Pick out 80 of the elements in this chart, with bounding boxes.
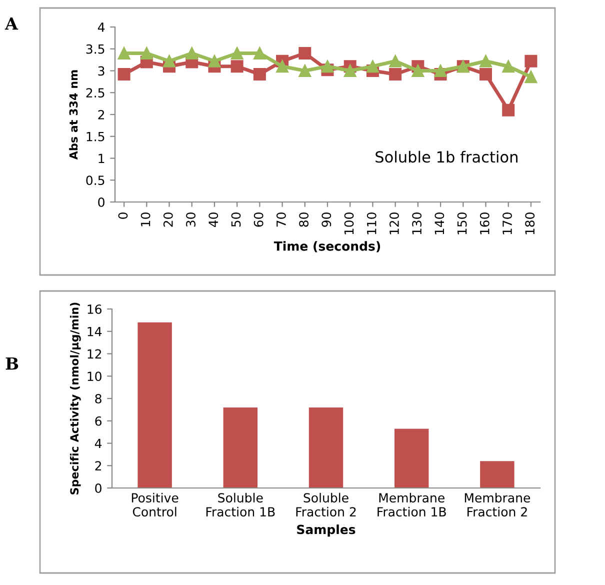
x-tick-label: Positive Control (132, 492, 178, 517)
point (524, 70, 538, 84)
y-tick-label: 8 (95, 394, 102, 404)
y-tick-label: 14 (88, 327, 102, 336)
point (253, 68, 266, 80)
y-tick-label: 16 (88, 304, 102, 314)
point (479, 68, 492, 80)
bar (223, 407, 258, 488)
point (230, 60, 244, 73)
bar (394, 428, 429, 488)
y-tick-label: 12 (88, 349, 102, 358)
y-tick-label: 4 (98, 22, 105, 32)
point (434, 64, 447, 77)
y-tick-label: 2 (98, 110, 104, 120)
x-tick-label: 90 (322, 212, 332, 227)
point (389, 54, 402, 68)
x-tick-label: 100 (344, 212, 354, 234)
x-tick-label: 40 (208, 212, 218, 228)
x-tick-label: 110 (366, 212, 376, 234)
point (524, 54, 538, 68)
x-tick-label: 150 (457, 212, 467, 234)
text: A (4, 17, 18, 30)
x-tick-label: Soluble Fraction 1B (206, 492, 275, 517)
y-tick-label: 2 (95, 461, 102, 470)
y-tick-label: 6 (95, 416, 102, 426)
x-tick-label: Membrane Fraction 2 (464, 492, 530, 517)
y-tick-label: 0 (98, 197, 104, 207)
y-tick-label: 0 (95, 483, 102, 493)
point (253, 47, 266, 60)
annotation: Soluble 1b fraction (376, 150, 518, 163)
point (502, 104, 515, 116)
x-tick-label: 50 (231, 212, 241, 227)
bar (480, 461, 514, 488)
point (502, 60, 515, 73)
x-tick-label: 130 (412, 212, 422, 234)
point (186, 47, 198, 60)
point (389, 68, 402, 80)
x-tick-label: 120 (389, 212, 399, 234)
x-tick-label: 180 (525, 212, 535, 234)
y-tick-label: 4 (94, 438, 102, 448)
point (321, 60, 334, 73)
text: B (6, 357, 18, 370)
point (118, 68, 130, 80)
y-tick-label: 1 (98, 154, 104, 163)
point (118, 47, 130, 60)
bar (308, 407, 344, 488)
x-tick-label: 140 (434, 212, 444, 234)
x-tick-label: 10 (140, 212, 150, 226)
y-tick-label: 2.5 (86, 88, 104, 98)
point (412, 64, 424, 77)
point (298, 64, 312, 77)
x-tick-label: 20 (163, 212, 173, 227)
x-tick-label: 160 (480, 212, 490, 234)
point (208, 54, 221, 68)
point (276, 60, 289, 73)
x-axis-title: Time (seconds) (274, 241, 380, 252)
y-axis-title: Abs at 334 nm (69, 70, 78, 160)
x-tick-label: 170 (502, 212, 512, 234)
point (366, 60, 379, 73)
point (140, 47, 153, 60)
x-tick-label: Soluble Fraction 2 (296, 492, 356, 517)
x-tick-label: 60 (254, 212, 264, 227)
x-tick-label: 0 (118, 212, 128, 219)
point (163, 54, 176, 68)
y-tick-label: 3 (98, 66, 104, 76)
y-tick-label: 1.5 (86, 132, 104, 142)
x-tick-label: 80 (299, 212, 309, 227)
x-tick-label: 70 (276, 212, 286, 227)
point (298, 47, 312, 60)
y-tick-label: 10 (88, 372, 102, 382)
point (230, 47, 244, 60)
y-tick-label: 3.5 (86, 44, 104, 54)
bar (138, 322, 172, 488)
y-tick-label: 0.5 (86, 176, 104, 186)
x-tick-label: Membrane Fraction 1B (378, 492, 446, 517)
y-axis-title: Specific Activity (nmol/µg/min) (70, 302, 81, 494)
x-tick-label: 30 (186, 212, 196, 227)
point (479, 54, 492, 68)
point (344, 64, 356, 77)
x-axis-title: Samples (297, 524, 356, 537)
